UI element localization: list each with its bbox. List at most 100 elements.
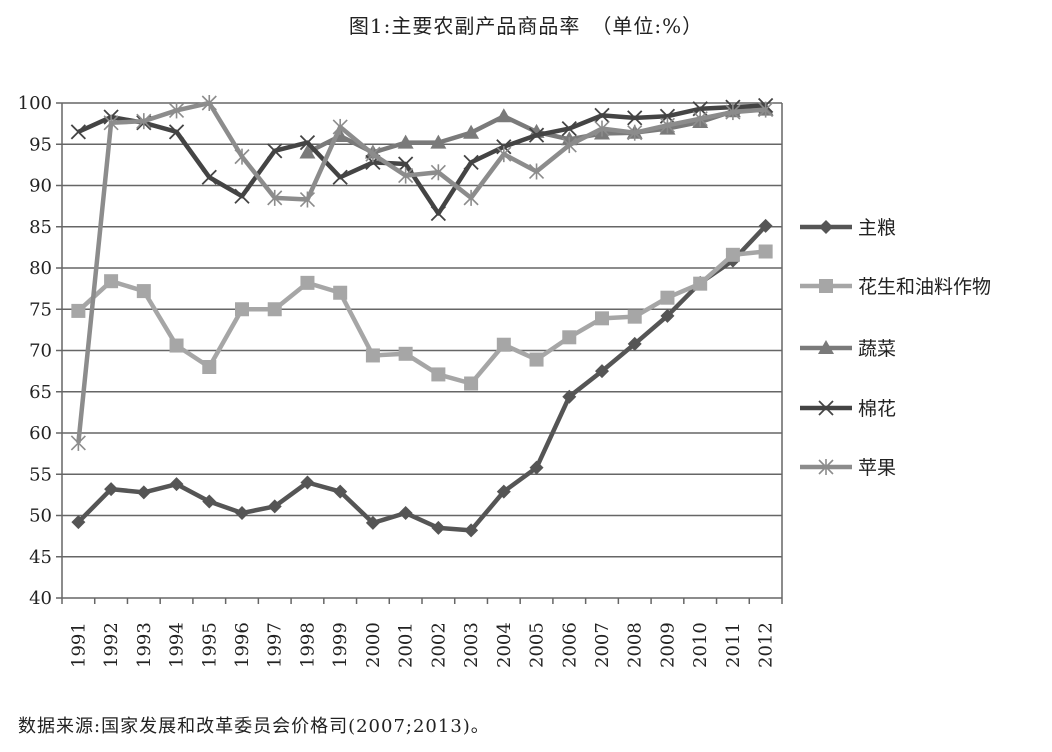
series-1 (71, 218, 773, 538)
data-point (267, 189, 283, 206)
x-tick-label: 2012 (756, 622, 777, 668)
x-tick-label: 2001 (396, 622, 417, 668)
y-axis-ticks: 40 45 50 55 60 65 70 75 80 85 90 95 100 (18, 93, 62, 609)
x-tick-label: 2010 (690, 622, 711, 668)
data-point (332, 169, 348, 185)
marker-stroke (627, 110, 643, 126)
data-point (104, 274, 119, 289)
data-point (299, 144, 316, 159)
y-tick-label: 50 (29, 506, 52, 527)
series-5 (70, 95, 774, 451)
x-tick-label: 2009 (657, 622, 678, 668)
data-point (333, 285, 348, 300)
x-tick-label: 1993 (134, 622, 155, 668)
marker-stroke (430, 205, 447, 222)
data-point (562, 330, 577, 345)
legend-item-2: 花生和油料作物 (800, 276, 991, 298)
data-point (496, 337, 511, 352)
x-tick-label: 2008 (625, 622, 646, 668)
data-point (71, 515, 86, 530)
y-tick-label: 90 (29, 176, 52, 197)
marker-stroke (234, 188, 250, 204)
y-tick-label: 65 (29, 382, 52, 403)
data-point (397, 156, 414, 172)
data-point (431, 520, 446, 535)
data-point (463, 189, 479, 206)
marker-stroke (168, 124, 185, 140)
data-point (496, 484, 511, 499)
legend-marker (818, 340, 834, 354)
legend-label: 苹果 (858, 457, 896, 479)
data-point (169, 338, 184, 353)
legend-label: 花生和油料作物 (858, 276, 991, 298)
marker-stroke (561, 120, 577, 137)
data-point (693, 276, 708, 291)
data-point (463, 154, 479, 171)
x-tick-label: 2004 (494, 622, 515, 668)
y-tick-label: 80 (29, 258, 52, 279)
data-point (561, 137, 577, 154)
data-point (430, 164, 446, 181)
legend-marker (819, 279, 833, 293)
data-point (660, 308, 675, 323)
x-tick-label: 2006 (559, 622, 580, 668)
series-line (76, 224, 768, 533)
data-point (332, 118, 348, 135)
x-tick-label: 1991 (68, 622, 89, 668)
y-tick-label: 40 (29, 588, 52, 609)
x-tick-label: 2003 (461, 622, 482, 668)
data-point (627, 309, 642, 324)
x-tick-label: 1995 (199, 622, 220, 668)
x-tick-label: 2007 (592, 622, 613, 668)
marker-stroke (201, 169, 217, 185)
x-tick-label: 2005 (527, 622, 548, 668)
x-axis-ticks: 1991 1992 1993 1994 1995 1996 1997 1998 1999 2000… (61, 598, 783, 668)
marker-stroke (70, 124, 87, 140)
data-point (333, 484, 348, 499)
data-point (267, 143, 283, 159)
data-point (758, 101, 774, 118)
marker-stroke (332, 169, 348, 185)
data-point (398, 346, 413, 361)
marker-stroke (528, 127, 545, 143)
source-note: 数据来源:国家发展和改革委员会价格司(2007;2013)。 (18, 716, 490, 737)
data-point (397, 134, 414, 149)
series-line (76, 100, 766, 444)
data-point (201, 169, 217, 185)
y-tick-label: 70 (29, 341, 52, 362)
marker-stroke (463, 154, 479, 171)
data-point (627, 110, 643, 126)
legend-item-4: 棉花 (800, 398, 896, 420)
data-point (201, 95, 217, 111)
data-point (529, 352, 544, 367)
data-point (725, 247, 740, 262)
series-2 (71, 244, 773, 391)
y-tick-label: 100 (18, 93, 52, 114)
marker-stroke (299, 134, 316, 151)
x-tick-label: 2002 (428, 622, 449, 668)
legend-item-5: 苹果 (800, 457, 896, 479)
data-point (234, 148, 250, 165)
x-tick-label: 2011 (723, 622, 744, 668)
data-point (168, 124, 185, 140)
data-point (365, 515, 380, 530)
x-tick-label: 1992 (101, 622, 122, 668)
data-point (495, 108, 512, 123)
data-point (103, 114, 119, 131)
y-tick-label: 55 (29, 464, 52, 485)
data-point (562, 389, 577, 404)
data-point (71, 303, 86, 318)
legend-item-3: 蔬菜 (800, 338, 896, 360)
data-point (594, 107, 610, 124)
data-point (430, 205, 447, 222)
data-point (725, 104, 741, 121)
data-point (299, 134, 316, 151)
legend-marker (819, 220, 833, 234)
y-tick-label: 85 (29, 217, 52, 238)
data-point (463, 124, 480, 139)
legend-label: 蔬菜 (858, 338, 896, 360)
data-point (528, 163, 545, 180)
data-point (595, 364, 609, 379)
